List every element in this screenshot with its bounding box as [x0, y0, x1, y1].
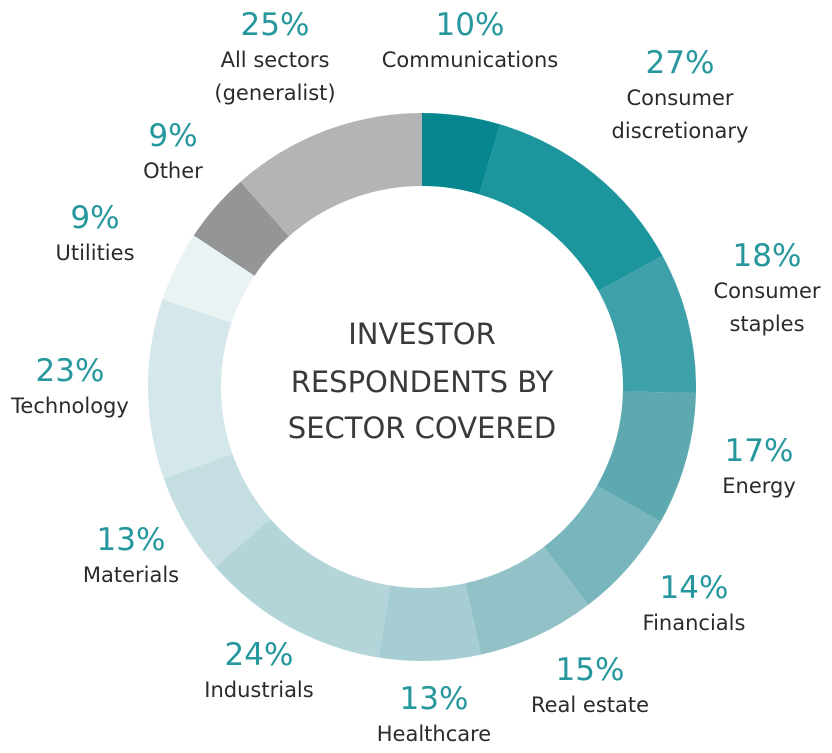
- slice-technology: [148, 299, 233, 479]
- center-title-line-1: INVESTOR: [348, 317, 496, 351]
- category-label-technology: Technology: [10, 394, 129, 418]
- value-label-other: 9%: [148, 118, 197, 154]
- slice-consumer-staples: [598, 255, 696, 393]
- slice-other: [193, 181, 289, 276]
- slice-industrials: [215, 519, 391, 658]
- category-label-consumer-staples-line-2: staples: [729, 312, 804, 336]
- slice-communications: [422, 113, 501, 195]
- category-label-other: Other: [143, 159, 203, 183]
- category-label-financials: Financials: [643, 611, 746, 635]
- slice-all-sectors-generalist: [240, 113, 422, 237]
- slice-consumer-discretionary: [479, 124, 663, 291]
- slice-real-estate: [465, 546, 589, 655]
- category-label-utilities: Utilities: [55, 241, 134, 265]
- category-label-industrials: Industrials: [204, 678, 313, 702]
- value-label-all-sectors-generalist: 25%: [241, 7, 310, 43]
- value-label-materials: 13%: [97, 522, 166, 558]
- value-label-industrials: 24%: [225, 637, 294, 673]
- value-label-energy: 17%: [725, 433, 794, 469]
- slice-labels: 10% Communications 27% Consumer discretionar…: [10, 7, 821, 746]
- slice-financials: [543, 485, 661, 605]
- category-label-consumer-staples-line-1: Consumer: [713, 279, 820, 303]
- value-label-utilities: 9%: [70, 200, 119, 236]
- category-label-consumer-discretionary-line-2: discretionary: [612, 119, 749, 143]
- category-label-real-estate: Real estate: [531, 693, 649, 717]
- category-label-consumer-discretionary-line-1: Consumer: [626, 86, 733, 110]
- value-label-real-estate: 15%: [556, 652, 625, 688]
- category-label-communications: Communications: [382, 48, 558, 72]
- value-label-communications: 10%: [436, 7, 505, 43]
- value-label-consumer-staples: 18%: [733, 238, 802, 274]
- value-label-consumer-discretionary: 27%: [646, 45, 715, 81]
- category-label-energy: Energy: [722, 474, 796, 498]
- slice-materials: [163, 454, 271, 567]
- center-title-line-3: SECTOR COVERED: [288, 411, 556, 445]
- category-label-all-sectors-generalist-line-2: (generalist): [214, 81, 335, 105]
- value-label-healthcare: 13%: [400, 681, 469, 717]
- slice-healthcare: [378, 583, 482, 661]
- center-title-line-2: RESPONDENTS BY: [291, 365, 554, 399]
- slice-energy: [597, 391, 696, 522]
- category-label-healthcare: Healthcare: [377, 722, 491, 746]
- value-label-financials: 14%: [660, 570, 729, 606]
- donut-slices: [148, 113, 696, 661]
- category-label-all-sectors-generalist-line-1: All sectors: [221, 48, 330, 72]
- category-label-materials: Materials: [83, 563, 179, 587]
- slice-utilities: [162, 235, 255, 323]
- value-label-technology: 23%: [36, 353, 105, 389]
